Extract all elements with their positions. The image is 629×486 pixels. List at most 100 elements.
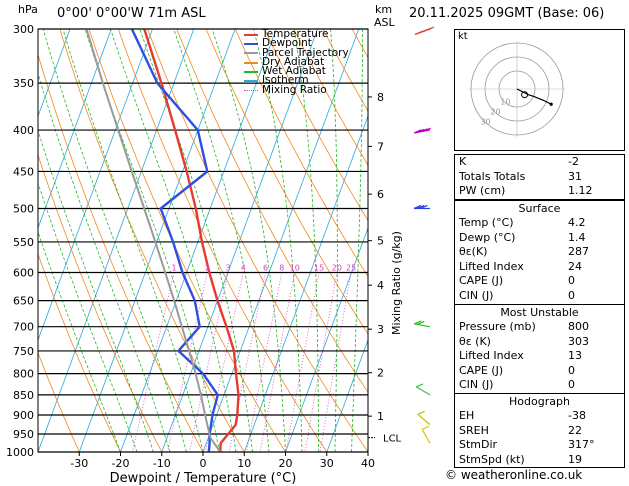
altitude-unit-asl: ASL bbox=[374, 16, 395, 29]
legend: Temperature Dewpoint Parcel Trajectory Dry … bbox=[244, 28, 349, 96]
storm-motion-marker bbox=[521, 91, 529, 99]
hodograph-ring-label: 10 bbox=[500, 98, 510, 107]
index-row: CAPE (J) 0 bbox=[455, 274, 624, 289]
index-label: Dewp (°C) bbox=[459, 230, 516, 244]
legend-label: Isotherm bbox=[262, 74, 309, 87]
wet-adiabat-line bbox=[62, 29, 204, 452]
index-label: CAPE (J) bbox=[459, 363, 504, 377]
index-value: 13 bbox=[568, 349, 582, 363]
legend-swatch bbox=[244, 52, 258, 55]
index-row: CIN (J) 0 bbox=[455, 378, 624, 393]
dry-adiabat-line bbox=[59, 29, 245, 452]
index-value: 0 bbox=[568, 274, 575, 288]
index-value: 317° bbox=[568, 438, 595, 452]
index-row: StmSpd (kt) 19 bbox=[455, 453, 624, 468]
temperature-tick-label: 0 bbox=[200, 457, 207, 470]
hodograph-title: Hodograph bbox=[509, 395, 570, 408]
index-row: Lifted Index 24 bbox=[455, 260, 624, 275]
legend-swatch bbox=[244, 70, 258, 73]
legend-item: Isotherm bbox=[244, 74, 349, 87]
mixing-ratio-axis-label: Mixing Ratio (g/kg) bbox=[390, 231, 403, 335]
altitude-tick-label: 1 bbox=[377, 410, 384, 423]
dewpoint-line bbox=[130, 29, 219, 452]
index-row: StmDir 317° bbox=[455, 438, 624, 453]
index-label: Pressure (mb) bbox=[459, 320, 536, 333]
temperature-line bbox=[143, 29, 240, 452]
temperature-tick-label: 20 bbox=[279, 457, 293, 470]
index-label: StmDir bbox=[459, 438, 498, 452]
legend-label: Mixing Ratio bbox=[262, 83, 327, 96]
index-row: Dewp (°C) 1.4 bbox=[455, 231, 624, 246]
index-row: CAPE (J) 0 bbox=[455, 364, 624, 379]
mixing-ratio-label: 15 bbox=[314, 264, 324, 273]
temperature-tick-label: 40 bbox=[361, 457, 375, 470]
temperature-tick-label: 30 bbox=[320, 457, 334, 470]
hodograph-trace bbox=[516, 88, 553, 106]
index-value: 287 bbox=[568, 245, 589, 259]
temperature-labels: -30 -20 -10 0 10 20 30 40 bbox=[70, 452, 375, 470]
dry-adiabat-line bbox=[234, 29, 368, 278]
index-value: 1.12 bbox=[568, 184, 593, 198]
index-label: θε(K) bbox=[459, 245, 488, 259]
mixing-ratio-label: 2 bbox=[205, 264, 210, 273]
index-row: EH -38 bbox=[455, 409, 624, 424]
pressure-tick-label: 550 bbox=[13, 236, 34, 249]
wet-adiabat-line bbox=[38, 72, 171, 452]
wind-barbs bbox=[413, 26, 435, 444]
parcel-trajectory-line bbox=[85, 29, 222, 452]
legend-item: Wet Adiabat bbox=[244, 65, 349, 78]
pressure-tick-label: 400 bbox=[13, 124, 34, 137]
isotherm-line bbox=[38, 29, 71, 118]
index-value: 19 bbox=[568, 452, 582, 466]
legend-label: Temperature bbox=[262, 28, 329, 40]
legend-item: Temperature bbox=[244, 28, 349, 40]
wind-barb bbox=[414, 26, 435, 36]
index-value: 0 bbox=[568, 363, 575, 377]
wind-barb bbox=[417, 410, 431, 426]
index-value: 1.4 bbox=[568, 230, 586, 244]
profile-lines bbox=[85, 29, 240, 452]
temperature-tick-label: 10 bbox=[237, 457, 251, 470]
index-label: CAPE (J) bbox=[459, 274, 504, 288]
pressure-tick-label: 450 bbox=[13, 165, 34, 178]
wet-adiabat-line bbox=[139, 29, 253, 452]
pressure-tick-label: 650 bbox=[13, 295, 34, 308]
mixing-ratio-label: 25 bbox=[346, 264, 356, 273]
index-value: 0 bbox=[568, 378, 575, 392]
index-value: 31 bbox=[568, 169, 582, 183]
legend-item: Dry Adiabat bbox=[244, 56, 349, 67]
temperature-tick-label: -20 bbox=[112, 457, 130, 470]
altitude-tick-label: 5 bbox=[377, 235, 384, 248]
pressure-tick-label: 600 bbox=[13, 267, 34, 280]
legend-label: Wet Adiabat bbox=[262, 65, 326, 78]
copyright: © weatheronline.co.uk bbox=[445, 468, 583, 482]
index-row: Temp (°C) 4.2 bbox=[455, 216, 624, 231]
pressure-tick-label: 1000 bbox=[6, 446, 34, 459]
location-title: 0°00' 0°00'W 71m ASL bbox=[57, 6, 206, 21]
dry-adiabat-line bbox=[264, 29, 368, 222]
lcl-label: LCL bbox=[383, 434, 402, 445]
surface-table: Surface Temp (°C) 4.2 Dewp (°C) 1.4 θε(K) 287… bbox=[454, 200, 625, 305]
index-value: 24 bbox=[568, 259, 582, 273]
legend-item: Dewpoint bbox=[244, 38, 349, 49]
x-axis-label: Dewpoint / Temperature (°C) bbox=[110, 471, 297, 486]
pressure-tick-label: 750 bbox=[13, 345, 34, 358]
legend-swatch bbox=[244, 80, 258, 83]
legend-swatch bbox=[244, 42, 258, 45]
index-label: θε (K) bbox=[459, 334, 491, 348]
mixing-ratio-label: 20 bbox=[332, 264, 342, 273]
surface-title: Surface bbox=[518, 202, 561, 215]
pressure-tick-label: 900 bbox=[13, 409, 34, 422]
pressure-unit-label: hPa bbox=[18, 3, 38, 16]
pressure-labels: 300 350 400 450 500 550 600 650 700 750 800 850 900 9… bbox=[6, 23, 34, 459]
temperature-tick-label: -30 bbox=[70, 457, 88, 470]
index-value: 22 bbox=[568, 423, 582, 437]
mixing-ratio-label: 4 bbox=[241, 264, 246, 273]
index-value: 303 bbox=[568, 334, 589, 348]
hodograph-ring-label: 30 bbox=[480, 118, 490, 127]
index-row: CIN (J) 0 bbox=[455, 289, 624, 304]
index-row: PW (cm) 1.12 bbox=[455, 184, 624, 199]
index-label: Lifted Index bbox=[459, 349, 524, 363]
altitude-tick-label: 3 bbox=[377, 323, 384, 336]
